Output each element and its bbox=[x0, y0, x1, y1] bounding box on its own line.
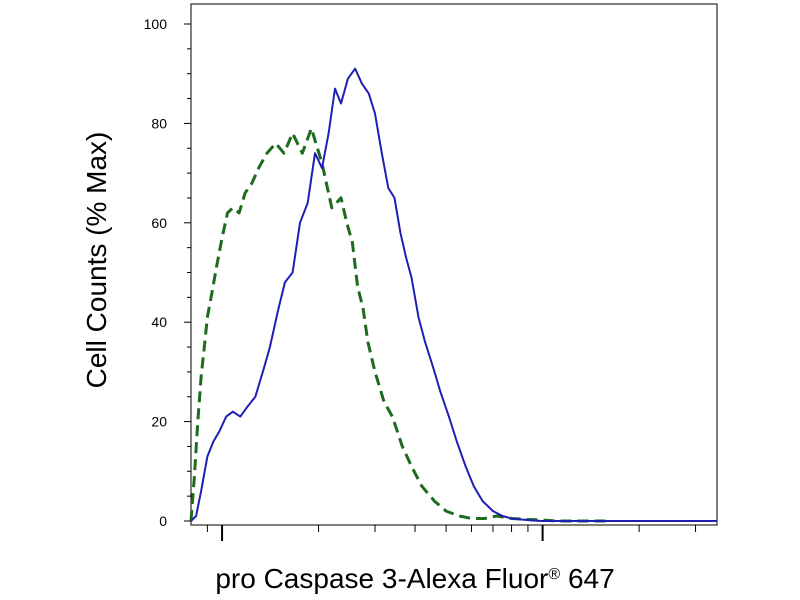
y-axis: 0 20 40 60 80 100 bbox=[144, 16, 191, 529]
x-axis-title-main: pro Caspase 3-Alexa Fluor bbox=[215, 563, 548, 594]
y-tick-label: 40 bbox=[151, 314, 167, 330]
series-line-dashed bbox=[189, 126, 608, 523]
x-axis bbox=[206, 525, 697, 541]
y-tick-label: 100 bbox=[144, 16, 168, 32]
y-tick-label: 20 bbox=[151, 414, 167, 430]
y-tick-label: 60 bbox=[151, 215, 167, 231]
series-layer bbox=[189, 67, 717, 523]
y-tick-label: 0 bbox=[159, 513, 167, 529]
x-axis-title-suffix: 647 bbox=[560, 563, 615, 594]
x-axis-title-superscript: ® bbox=[548, 566, 560, 583]
y-tick-label: 80 bbox=[151, 115, 167, 131]
y-axis-title: Cell Counts (% Max) bbox=[81, 132, 112, 389]
series-line-solid bbox=[190, 67, 717, 522]
x-axis-title: pro Caspase 3-Alexa Fluor® 647 bbox=[215, 563, 614, 594]
plot-frame bbox=[190, 3, 718, 526]
